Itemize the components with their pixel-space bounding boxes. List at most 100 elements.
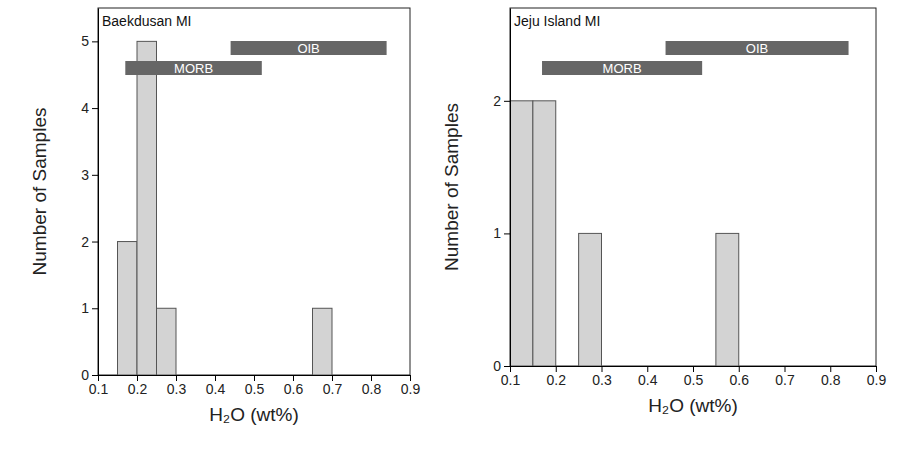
tick: 0.7 xyxy=(775,366,795,388)
tick-label: 0.4 xyxy=(638,372,658,388)
histogram-bar xyxy=(137,41,157,375)
histogram-bar xyxy=(274,375,294,376)
tick: 0.8 xyxy=(362,375,382,397)
tick: 0.1 xyxy=(501,366,521,388)
tick: 0.5 xyxy=(245,375,265,397)
tick: 2 xyxy=(493,93,510,109)
tick: 0.8 xyxy=(821,366,841,388)
histogram-bar xyxy=(118,242,138,375)
range-label: MORB xyxy=(603,61,642,76)
histogram-bar xyxy=(235,375,255,376)
histogram-bar xyxy=(602,366,625,367)
tick-label: 0.7 xyxy=(775,372,795,388)
tick: 0.3 xyxy=(592,366,612,388)
tick-label: 0.6 xyxy=(284,381,304,397)
x-axis-title: H₂O (wt%) xyxy=(648,395,738,416)
range-bar xyxy=(666,41,849,55)
axis-line xyxy=(510,9,511,367)
histogram-bar xyxy=(716,233,739,366)
tick: 0.4 xyxy=(206,375,226,397)
tick: 0.4 xyxy=(638,366,658,388)
tick: 0.3 xyxy=(167,375,187,397)
tick-label: 0.2 xyxy=(128,381,148,397)
tick: 0.7 xyxy=(323,375,343,397)
histogram-bar xyxy=(647,366,670,367)
tick: 0.6 xyxy=(284,375,304,397)
plot-area xyxy=(510,41,849,366)
range-label: MORB xyxy=(174,61,213,76)
tick: 0.2 xyxy=(547,366,567,388)
tick: 1 xyxy=(493,225,510,241)
tick-mark xyxy=(504,366,510,367)
histogram-bar xyxy=(624,366,647,367)
histogram-bar xyxy=(176,375,196,376)
histogram-bar xyxy=(670,366,693,367)
tick-label: 5 xyxy=(81,33,89,49)
histogram-bar xyxy=(556,366,579,367)
histogram-bar xyxy=(196,375,216,376)
tick-label: 0.4 xyxy=(206,381,226,397)
tick-label: 1 xyxy=(493,225,501,241)
tick-label: 3 xyxy=(81,167,89,183)
x-axis: 0.1 0.2 0.3 0.4 0.5 0.6 0.7 0.8 0.9 xyxy=(501,366,887,388)
plot-area xyxy=(118,41,387,375)
histogram-bar xyxy=(215,375,235,376)
chart: MORB OIB 0.1 0.2 0.3 0.4 0.5 0.6 0.7 0.8 0.9 0 1 2 3 4 5… xyxy=(29,8,420,425)
y-axis-title: Number of Samples xyxy=(29,108,50,276)
histogram-bar xyxy=(293,375,313,376)
tick: 4 xyxy=(81,100,98,116)
figure: MORB OIB 0.1 0.2 0.3 0.4 0.5 0.6 0.7 0.8 0.9 0 1 2 3 4 5… xyxy=(0,0,908,455)
tick-label: 0.5 xyxy=(684,372,704,388)
x-axis-title: H₂O (wt%) xyxy=(209,404,299,425)
tick-label: 0.8 xyxy=(362,381,382,397)
tick-mark xyxy=(92,108,98,109)
tick: 0.2 xyxy=(128,375,148,397)
tick: 2 xyxy=(81,234,98,250)
x-axis: 0.1 0.2 0.3 0.4 0.5 0.6 0.7 0.8 0.9 xyxy=(89,375,421,397)
tick-mark xyxy=(504,233,510,234)
tick: 5 xyxy=(81,33,98,49)
tick-label: 4 xyxy=(81,100,89,116)
tick-label: 0 xyxy=(81,367,89,383)
histogram-bar xyxy=(533,101,556,366)
plot-frame xyxy=(98,8,410,375)
chart: MORB OIB 0.1 0.2 0.3 0.4 0.5 0.6 0.7 0.8 0.9 0 1 2 Jej… xyxy=(441,8,886,416)
histogram-bar xyxy=(579,233,602,366)
tick: 0.5 xyxy=(684,366,704,388)
tick: 0.6 xyxy=(730,366,750,388)
y-axis: 0 1 2 3 4 5 xyxy=(81,9,98,383)
tick: 0 xyxy=(81,367,98,383)
y-axis-title: Number of Samples xyxy=(441,103,462,271)
tick: 0.1 xyxy=(89,375,109,397)
tick-mark xyxy=(92,375,98,376)
y-axis: 0 1 2 xyxy=(493,9,510,374)
plot-frame xyxy=(510,8,876,366)
tick-label: 2 xyxy=(81,234,89,250)
tick-label: 0.8 xyxy=(821,372,841,388)
range-bar xyxy=(125,61,261,75)
tick-label: 0.3 xyxy=(167,381,187,397)
range-label: OIB xyxy=(746,41,768,56)
histogram-bar xyxy=(510,101,533,366)
histogram-bar xyxy=(313,308,333,375)
range-label: OIB xyxy=(297,41,319,56)
tick-label: 0.1 xyxy=(501,372,521,388)
tick-mark xyxy=(92,242,98,243)
tick-label: 0.6 xyxy=(730,372,750,388)
tick-label: 0.9 xyxy=(401,381,421,397)
tick-label: 0.9 xyxy=(867,372,887,388)
tick-label: 1 xyxy=(81,300,89,316)
histogram-bar xyxy=(157,308,177,375)
axis-line xyxy=(98,9,99,376)
tick-mark xyxy=(504,101,510,102)
histogram-bar xyxy=(693,366,716,367)
chart-title: Jeju Island MI xyxy=(514,13,600,29)
range-bar xyxy=(231,41,387,55)
tick: 1 xyxy=(81,300,98,316)
tick-label: 0.1 xyxy=(89,381,109,397)
tick-mark xyxy=(92,308,98,309)
tick-label: 0.5 xyxy=(245,381,265,397)
tick-label: 0 xyxy=(493,358,501,374)
tick-label: 0.3 xyxy=(592,372,612,388)
tick-label: 0.7 xyxy=(323,381,343,397)
